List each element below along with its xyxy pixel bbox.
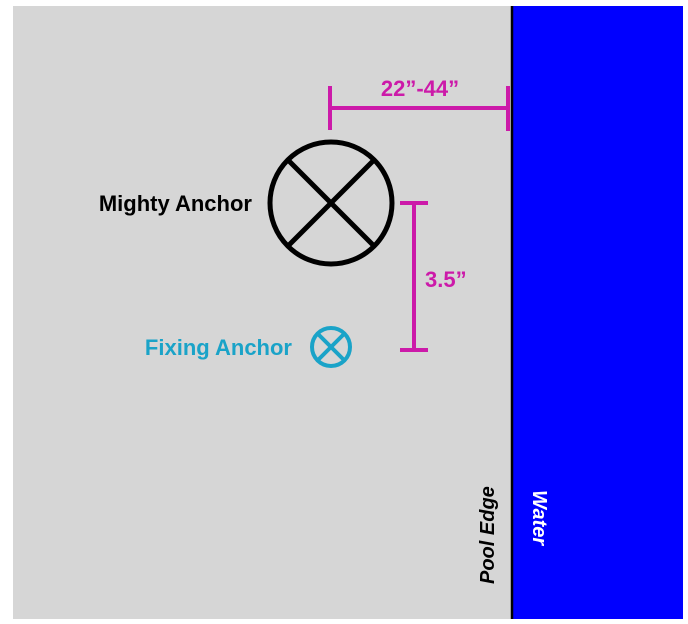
water-area [512, 6, 683, 619]
vertical-dimension [400, 201, 428, 352]
fixing-anchor-icon [310, 326, 352, 368]
mighty-anchor-icon [267, 139, 395, 267]
horizontal-dimension [328, 86, 510, 131]
mighty-anchor-label: Mighty Anchor [99, 191, 253, 216]
horizontal-dimension-label: 22”-44” [381, 76, 459, 101]
vertical-dimension-label: 3.5” [425, 267, 467, 292]
fixing-anchor-label: Fixing Anchor [145, 335, 293, 360]
water-label: Water [528, 490, 550, 546]
pool-edge-label: Pool Edge [477, 486, 499, 584]
